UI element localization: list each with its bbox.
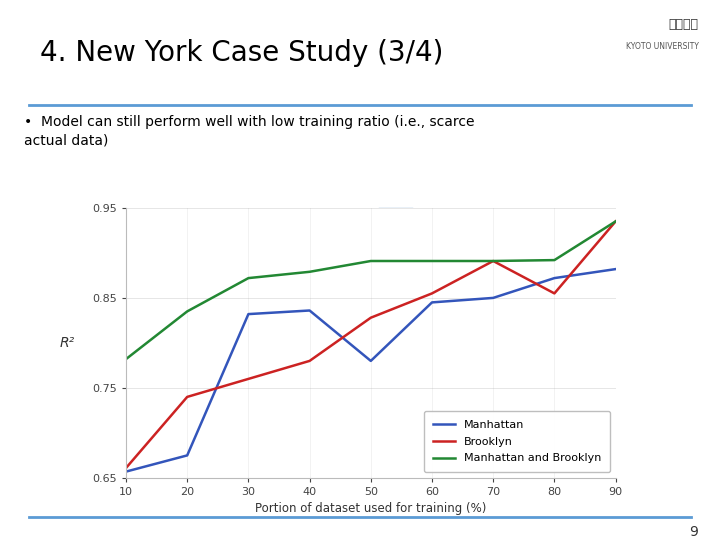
Text: Manhattan and Brooklyn R2
saturates around 50% split ratio: Manhattan and Brooklyn R2 saturates arou… <box>288 161 504 192</box>
Manhattan and Brooklyn <box>366 258 375 264</box>
Text: •  Model can still perform well with low training ratio (i.e., scarce
actual dat: • Model can still perform well with low … <box>24 116 474 148</box>
Manhattan <box>244 311 253 318</box>
Text: 4. New York Case Study (3/4): 4. New York Case Study (3/4) <box>40 39 443 67</box>
Manhattan <box>183 452 192 458</box>
Brooklyn <box>550 290 559 296</box>
Brooklyn <box>611 218 620 225</box>
Y-axis label: R²: R² <box>60 336 75 350</box>
Manhattan <box>428 299 436 306</box>
Brooklyn <box>489 258 498 264</box>
Line: Manhattan: Manhattan <box>126 269 616 471</box>
Line: Manhattan and Brooklyn: Manhattan and Brooklyn <box>126 221 616 359</box>
Brooklyn <box>366 314 375 321</box>
Text: KYOTO UNIVERSITY: KYOTO UNIVERSITY <box>626 42 698 51</box>
Line: Brooklyn: Brooklyn <box>126 221 616 468</box>
Brooklyn <box>305 357 314 364</box>
Manhattan <box>122 468 130 475</box>
Manhattan <box>366 357 375 364</box>
Manhattan <box>305 307 314 314</box>
Polygon shape <box>379 208 413 225</box>
X-axis label: Portion of dataset used for training (%): Portion of dataset used for training (%) <box>255 503 487 516</box>
Manhattan <box>489 295 498 301</box>
Brooklyn <box>428 290 436 296</box>
Legend: Manhattan, Brooklyn, Manhattan and Brooklyn: Manhattan, Brooklyn, Manhattan and Brook… <box>424 411 610 472</box>
Manhattan and Brooklyn <box>183 308 192 315</box>
Manhattan and Brooklyn <box>489 258 498 264</box>
Text: 9: 9 <box>690 524 698 538</box>
Brooklyn <box>122 465 130 471</box>
Manhattan and Brooklyn <box>611 218 620 225</box>
Manhattan and Brooklyn <box>428 258 436 264</box>
Manhattan <box>611 266 620 272</box>
Text: 京都大学: 京都大学 <box>668 18 698 31</box>
Manhattan and Brooklyn <box>305 268 314 275</box>
Manhattan and Brooklyn <box>550 257 559 264</box>
Manhattan and Brooklyn <box>244 275 253 281</box>
Brooklyn <box>183 394 192 400</box>
Brooklyn <box>244 376 253 382</box>
Manhattan <box>550 275 559 281</box>
Manhattan and Brooklyn <box>122 356 130 362</box>
